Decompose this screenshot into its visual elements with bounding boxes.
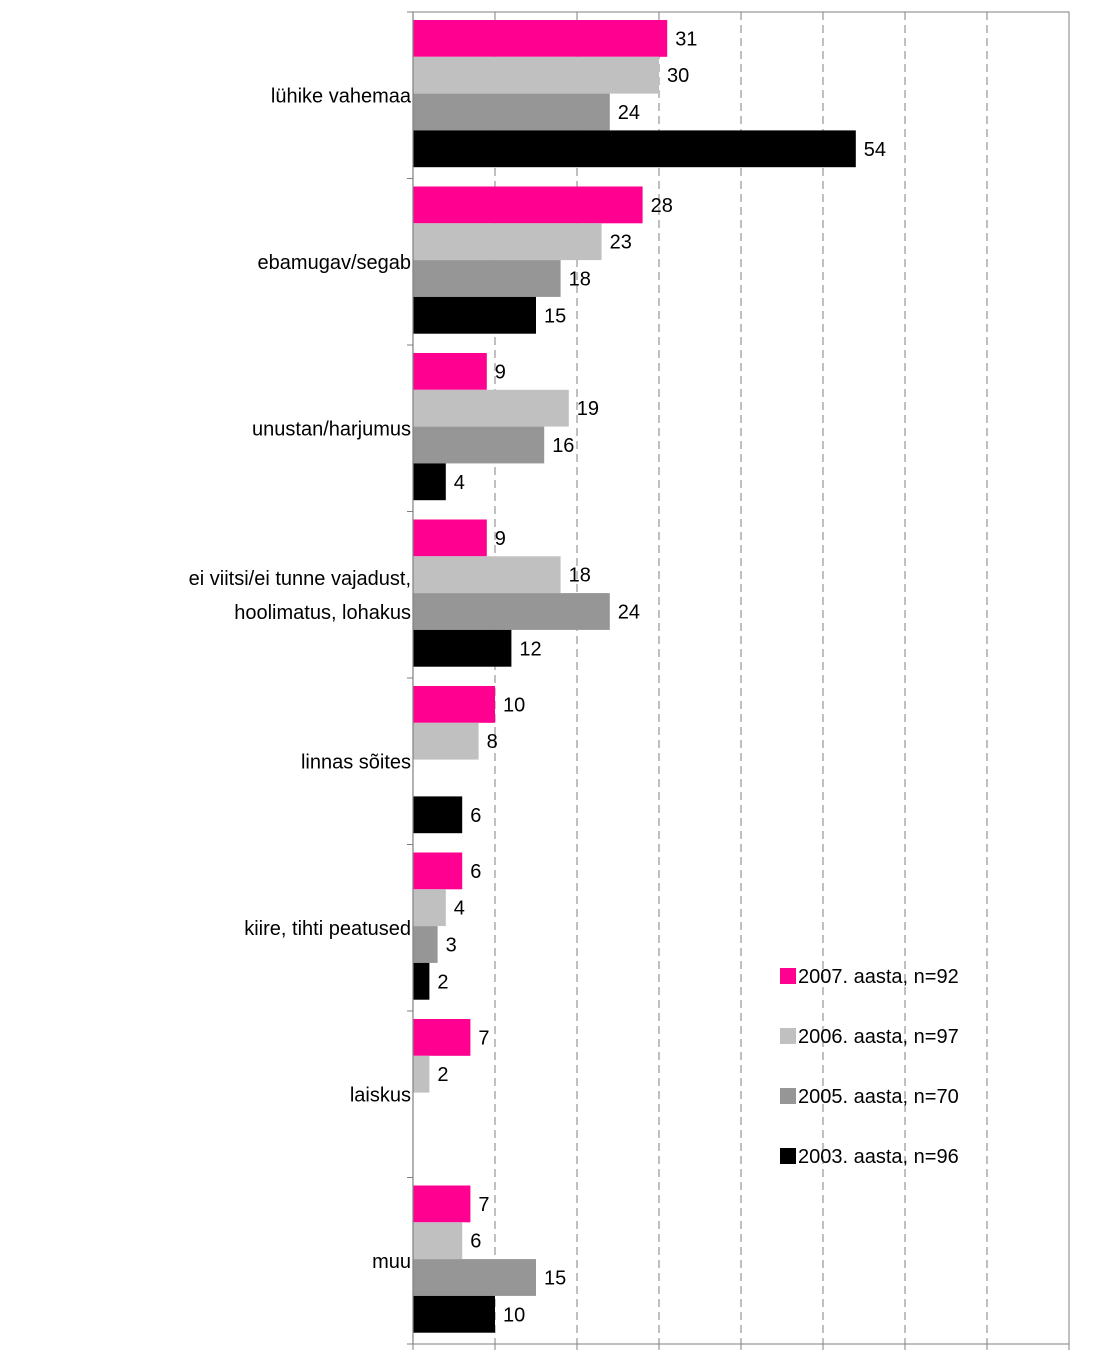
data-label: 24 <box>618 602 640 624</box>
category-label: hoolimatus, lohakus <box>234 602 411 624</box>
bar <box>413 1055 430 1093</box>
category-label: kiire, tihti peatused <box>244 918 411 940</box>
legend-label: 2003. aasta, n=96 <box>798 1146 959 1168</box>
axes <box>407 11 1070 1350</box>
bar <box>413 556 561 594</box>
legend-label: 2006. aasta, n=97 <box>798 1026 959 1048</box>
bar <box>413 852 463 890</box>
data-label: 18 <box>569 269 591 291</box>
category-label: muu <box>372 1251 411 1273</box>
data-label: 54 <box>864 139 886 161</box>
data-label: 4 <box>454 472 465 494</box>
bar <box>413 20 668 57</box>
bar <box>413 186 643 224</box>
data-label: 3 <box>446 935 457 957</box>
data-label: 7 <box>478 1027 489 1049</box>
bar <box>413 1259 536 1296</box>
bar <box>413 426 545 464</box>
bar <box>413 463 446 501</box>
bar <box>413 56 659 94</box>
legend-swatch <box>780 1028 796 1044</box>
bar <box>413 93 610 131</box>
data-label: 2 <box>437 1064 448 1086</box>
data-label: 30 <box>667 65 689 87</box>
data-label: 9 <box>495 361 506 383</box>
data-label: 8 <box>487 731 498 753</box>
bars: 3130245428231815919164918241210866432727… <box>413 20 886 1333</box>
data-label: 7 <box>478 1194 489 1216</box>
data-label: 6 <box>470 1231 481 1253</box>
data-label: 24 <box>618 102 640 124</box>
bar <box>413 1222 463 1260</box>
data-label: 15 <box>544 305 566 327</box>
data-label: 12 <box>519 638 541 660</box>
legend-swatch <box>780 968 796 984</box>
category-label: unustan/harjumus <box>252 418 411 440</box>
bar <box>413 722 479 760</box>
data-label: 19 <box>577 398 599 420</box>
data-label: 16 <box>552 435 574 457</box>
bar <box>413 296 536 334</box>
bar <box>413 962 430 1000</box>
category-label: laiskus <box>350 1084 411 1106</box>
category-label: lühike vahemaa <box>271 85 412 107</box>
data-label: 23 <box>610 232 632 254</box>
bar <box>413 629 512 667</box>
data-label: 6 <box>470 805 481 827</box>
bar <box>413 519 487 557</box>
data-label: 2 <box>437 971 448 993</box>
category-label: ebamugav/segab <box>258 252 411 274</box>
legend-label: 2005. aasta, n=70 <box>798 1086 959 1108</box>
bar <box>413 926 438 963</box>
data-label: 28 <box>651 195 673 217</box>
bar <box>413 1295 495 1333</box>
data-label: 18 <box>569 565 591 587</box>
legend-swatch <box>780 1148 796 1164</box>
data-label: 4 <box>454 898 465 920</box>
bar <box>413 130 856 168</box>
legend: 2007. aasta, n=92 2006. aasta, n=97 2005. … <box>780 966 959 1168</box>
category-label: linnas sõites <box>301 751 411 773</box>
bar <box>413 1019 471 1056</box>
legend-label: 2007. aasta, n=92 <box>798 966 959 988</box>
bar <box>413 889 446 927</box>
data-label: 9 <box>495 528 506 550</box>
category-labels: lühike vahemaa ebamugav/segab unustan/harj… <box>189 85 412 1273</box>
bar <box>413 389 569 427</box>
bar <box>413 593 610 630</box>
data-label: 15 <box>544 1268 566 1290</box>
legend-swatch <box>780 1088 796 1104</box>
data-label: 10 <box>503 694 525 716</box>
data-label: 31 <box>675 28 697 50</box>
bar <box>413 223 602 261</box>
bar <box>413 260 561 297</box>
bar <box>413 686 495 723</box>
category-label: ei viitsi/ei tunne vajadust, <box>189 568 411 590</box>
bar <box>413 1185 471 1223</box>
data-label: 6 <box>470 861 481 883</box>
bar <box>413 796 463 834</box>
data-label: 10 <box>503 1304 525 1326</box>
bar <box>413 353 487 390</box>
